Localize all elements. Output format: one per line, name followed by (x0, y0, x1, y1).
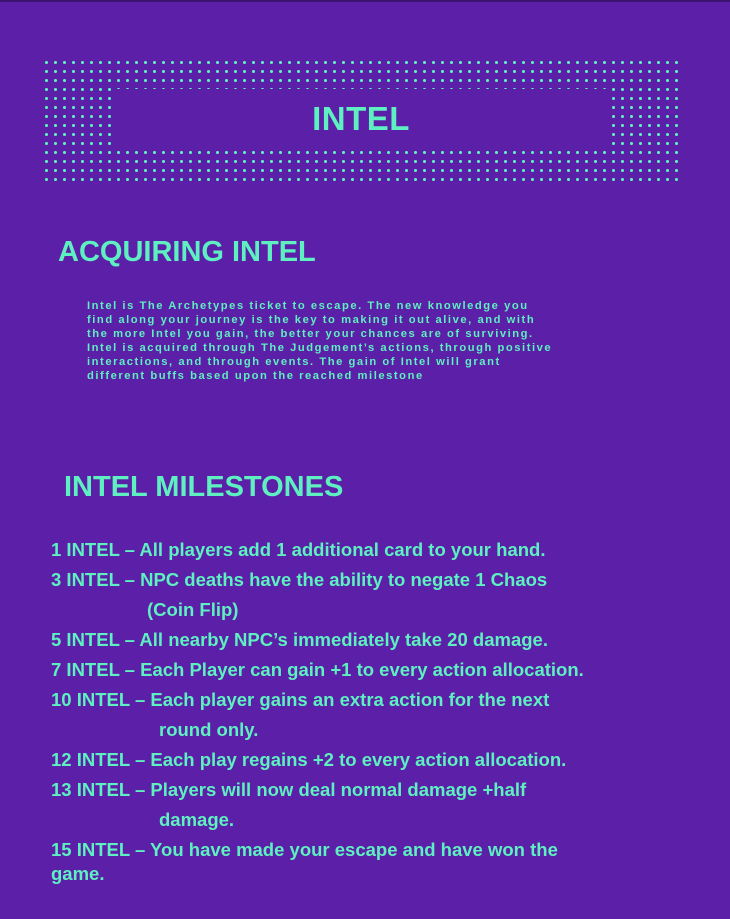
page-title: INTEL (312, 100, 410, 137)
banner-center-panel (114, 89, 608, 149)
paragraph-line: the more Intel you gain, the better your… (87, 328, 534, 340)
paragraph-line: interactions, and through events. The ga… (87, 356, 501, 368)
milestone-3-intel-continued: (Coin Flip) (147, 599, 239, 620)
top-border (0, 0, 730, 2)
acquiring-intel-paragraph: Intel is The Archetypes ticket to escape… (87, 299, 647, 383)
milestones-list: 1 INTEL – All players add 1 additional c… (51, 539, 691, 893)
milestone-15-intel-continued: game. (51, 863, 105, 884)
milestone-10-intel-continued: round only. (159, 719, 259, 740)
milestone-1-intel: 1 INTEL – All players add 1 additional c… (51, 539, 546, 560)
milestone-7-intel: 7 INTEL – Each Player can gain +1 to eve… (51, 659, 584, 680)
acquiring-intel-heading: ACQUIRING INTEL (58, 236, 316, 268)
milestone-5-intel: 5 INTEL – All nearby NPC’s immediately t… (51, 629, 548, 650)
paragraph-line: Intel is The Archetypes ticket to escape… (87, 300, 529, 312)
intel-milestones-heading: INTEL MILESTONES (64, 471, 344, 503)
paragraph-line: different buffs based upon the reached m… (87, 370, 424, 382)
milestone-12-intel: 12 INTEL – Each play regains +2 to every… (51, 749, 567, 770)
paragraph-line: find along your journey is the key to ma… (87, 314, 536, 326)
milestone-15-intel: 15 INTEL – You have made your escape and… (51, 839, 558, 860)
milestone-13-intel-continued: damage. (159, 809, 235, 830)
milestone-13-intel: 13 INTEL – Players will now deal normal … (51, 779, 527, 800)
milestone-3-intel: 3 INTEL – NPC deaths have the ability to… (51, 569, 548, 590)
paragraph-line: Intel is acquired through The Judgement’… (87, 342, 553, 354)
milestone-10-intel: 10 INTEL – Each player gains an extra ac… (51, 689, 550, 710)
